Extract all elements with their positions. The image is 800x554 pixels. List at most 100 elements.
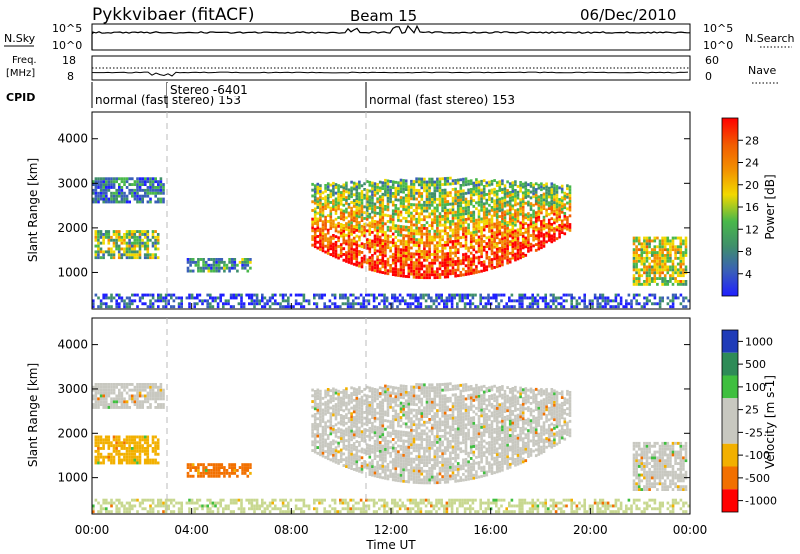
power-cell (482, 187, 486, 191)
power-cell (495, 250, 499, 254)
power-cell (440, 299, 443, 303)
velocity-cell (105, 391, 108, 395)
velocity-cell (381, 470, 385, 474)
power-cell (433, 238, 437, 242)
power-cell (409, 302, 412, 306)
power-cell (415, 203, 418, 207)
power-cell (671, 236, 675, 240)
power-cell (438, 255, 442, 259)
power-cell (553, 233, 556, 236)
power-cell (107, 197, 111, 201)
power-cell (651, 302, 654, 306)
power-cell (477, 255, 481, 259)
power-cell (480, 217, 483, 221)
power-cell (128, 244, 131, 248)
power-cell (464, 218, 468, 221)
velocity-cell (358, 400, 361, 404)
velocity-cell (133, 388, 137, 392)
power-cell (423, 247, 426, 251)
power-cell (493, 231, 496, 235)
power-cell (508, 217, 512, 220)
power-cell (477, 215, 481, 219)
power-cell (425, 229, 429, 233)
power-cell (347, 234, 351, 238)
power-cell (454, 231, 457, 234)
power-cell (214, 299, 217, 303)
power-cell (407, 252, 411, 255)
velocity-cell (120, 458, 124, 462)
power-cell (573, 305, 576, 309)
power-cell (324, 239, 327, 242)
velocity-cell (334, 434, 338, 438)
power-cell (415, 264, 418, 268)
power-cell (378, 302, 381, 306)
velocity-cell (355, 466, 359, 469)
power-cell (479, 293, 482, 297)
power-cell (423, 209, 426, 213)
velocity-cell (120, 452, 124, 456)
velocity-cell (365, 446, 369, 450)
velocity-cell (123, 458, 126, 462)
velocity-cell (316, 408, 320, 412)
power-cell (326, 249, 330, 252)
velocity-cell (363, 393, 366, 397)
power-cell (485, 242, 489, 246)
power-cell (323, 305, 326, 309)
power-panel-frame (91, 111, 691, 310)
power-cell (402, 182, 405, 185)
velocity-cell (394, 398, 398, 401)
velocity-cell (334, 403, 338, 406)
power-cell (342, 192, 346, 196)
power-cell (241, 263, 244, 267)
power-cell (149, 186, 152, 189)
power-cell (154, 191, 157, 195)
power-cell (508, 182, 512, 186)
velocity-cell (230, 463, 234, 467)
power-cell (415, 177, 418, 181)
power-cell (495, 233, 499, 237)
power-cell (347, 231, 351, 235)
power-cell (527, 235, 530, 239)
velocity-cell (345, 465, 348, 468)
velocity-cell (399, 456, 403, 460)
velocity-cell (215, 474, 218, 478)
power-cell (482, 228, 486, 232)
velocity-cell (358, 458, 361, 462)
power-cell (381, 207, 385, 211)
power-cell (334, 183, 338, 186)
power-cell (488, 224, 491, 227)
power-cell (188, 296, 191, 300)
power-cell (115, 194, 118, 198)
velocity-cell (399, 459, 403, 463)
velocity-cell (350, 386, 353, 390)
power-cell (162, 200, 165, 204)
power-cell (141, 230, 144, 233)
power-cell (459, 186, 463, 190)
power-cell (337, 201, 340, 205)
power-cell (352, 248, 356, 252)
power-cell (511, 224, 515, 228)
power-cell (194, 260, 198, 264)
power-cell (357, 296, 360, 300)
velocity-cell (365, 417, 369, 421)
power-cell (105, 197, 108, 201)
power-cell (521, 234, 525, 238)
power-cell (462, 232, 465, 236)
power-cell (232, 293, 235, 297)
power-cell (475, 270, 478, 274)
power-cell (120, 299, 124, 303)
power-cell (368, 189, 372, 193)
power-cell (658, 296, 662, 300)
power-cell (676, 268, 680, 272)
velocity-cell (337, 410, 340, 413)
power-cell (627, 293, 631, 297)
velocity-cell (342, 458, 346, 462)
power-cell (292, 305, 295, 309)
velocity-cell (204, 469, 208, 472)
power-cell (475, 192, 478, 196)
power-cell (371, 245, 374, 249)
power-cell (197, 258, 200, 261)
power-cell (342, 226, 346, 230)
power-cell (381, 187, 385, 190)
power-cell (490, 232, 494, 235)
